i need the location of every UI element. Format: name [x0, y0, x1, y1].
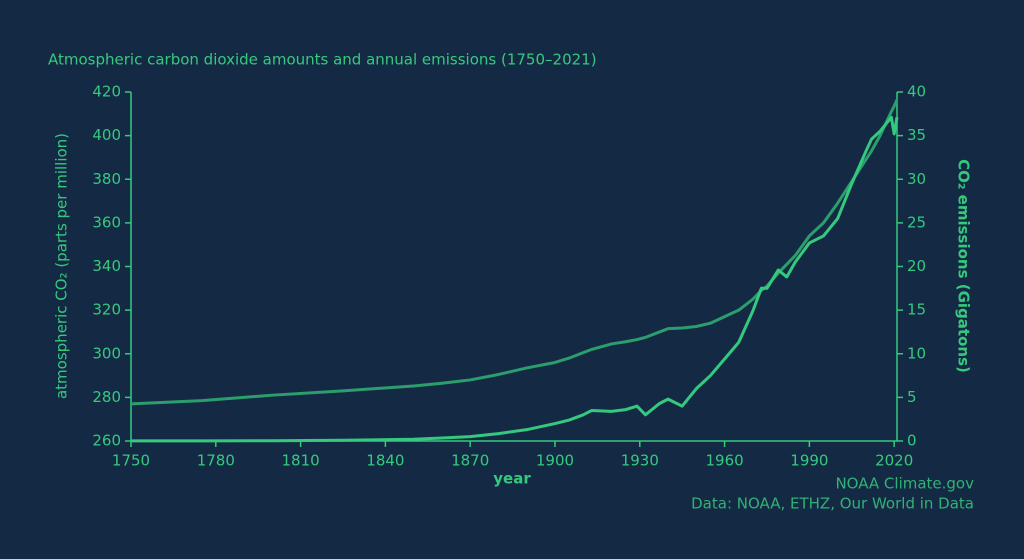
y2-tick-label: 10	[907, 344, 926, 362]
y-tick-label: 380	[92, 170, 121, 188]
y2-tick-label: 40	[907, 83, 926, 101]
y2-tick-label: 5	[907, 388, 917, 406]
x-tick-label: 1870	[451, 452, 489, 470]
y2-tick-label: 20	[907, 257, 926, 275]
x-tick-label: 1960	[705, 452, 743, 470]
credit: NOAA Climate.gov	[835, 475, 974, 493]
y-tick-label: 320	[92, 301, 121, 319]
y2-tick-label: 15	[907, 301, 926, 319]
x-tick-label: 1840	[366, 452, 404, 470]
credit: Data: NOAA, ETHZ, Our World in Data	[691, 495, 974, 513]
y-axis-label: atmospheric CO₂ (parts per million)	[53, 133, 71, 399]
data-line	[130, 99, 899, 406]
y2-tick-label: 30	[907, 170, 926, 188]
x-tick-label: 2020	[875, 452, 913, 470]
chart-title: Atmospheric carbon dioxide amounts and a…	[48, 51, 597, 69]
y-tick-label: 280	[92, 388, 121, 406]
y-tick-label: 400	[92, 126, 121, 144]
y2-tick-label: 35	[907, 126, 926, 144]
y2-axis-label: CO₂ emissions (Gigatons)	[955, 159, 973, 373]
x-tick-label: 1750	[112, 452, 150, 470]
y2-tick-label: 0	[907, 432, 917, 450]
y-tick-label: 360	[92, 213, 121, 231]
x-tick-label: 1780	[197, 452, 235, 470]
data-line	[130, 115, 899, 443]
y2-tick-label: 25	[907, 213, 926, 231]
y-tick-label: 300	[92, 344, 121, 362]
x-tick-label: 1930	[621, 452, 659, 470]
y-tick-label: 420	[92, 83, 121, 101]
x-tick-label: 1900	[536, 452, 574, 470]
y-tick-label: 260	[92, 432, 121, 450]
x-axis-label: year	[493, 470, 531, 488]
x-tick-label: 1810	[282, 452, 320, 470]
y-tick-label: 340	[92, 257, 121, 275]
x-tick-label: 1990	[790, 452, 828, 470]
